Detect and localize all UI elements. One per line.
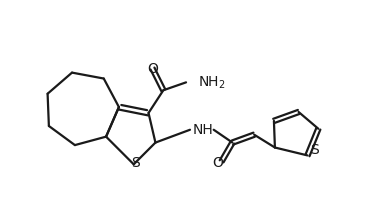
Text: NH$_2$: NH$_2$ [198, 74, 226, 91]
Text: O: O [212, 156, 223, 170]
Text: S: S [310, 143, 319, 158]
Text: S: S [131, 156, 140, 170]
Text: O: O [147, 62, 158, 75]
Text: NH: NH [193, 123, 214, 137]
